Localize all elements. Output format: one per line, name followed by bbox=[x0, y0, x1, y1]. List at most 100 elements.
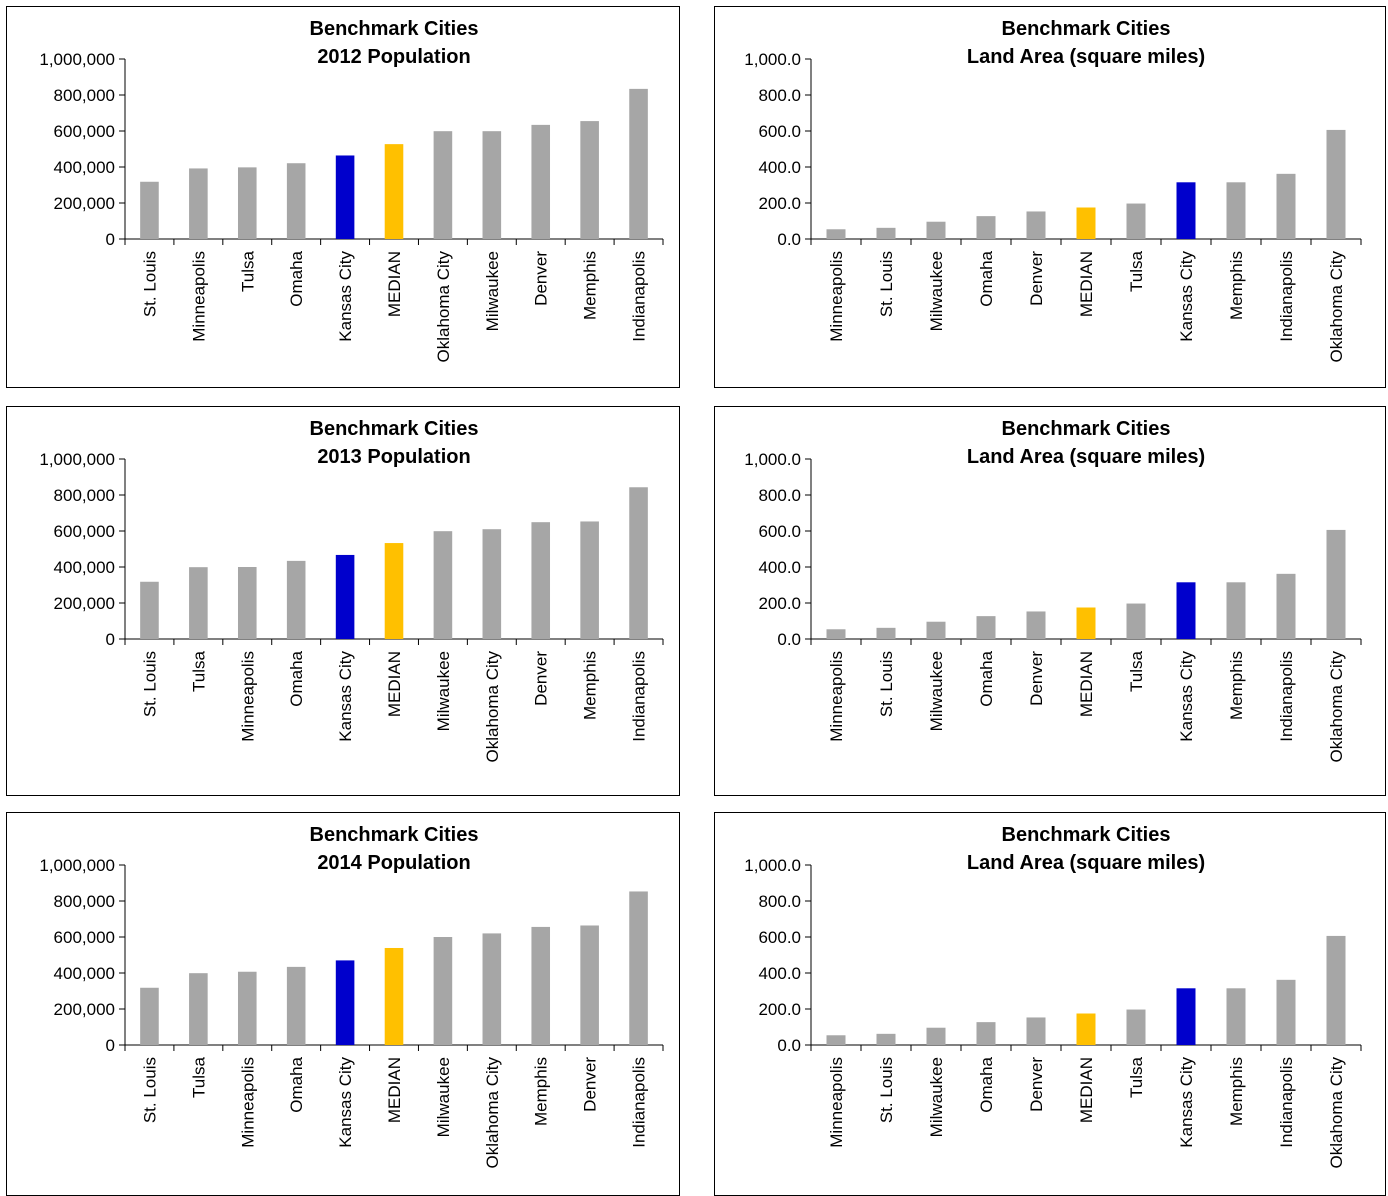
bar-minneapolis bbox=[826, 629, 846, 639]
y-tick-label: 600,000 bbox=[54, 522, 115, 541]
x-tick-label: Tulsa bbox=[189, 650, 208, 691]
y-tick-label: 200.0 bbox=[758, 594, 801, 613]
y-tick-label: 200,000 bbox=[54, 194, 115, 213]
x-tick-label: MEDIAN bbox=[1077, 1057, 1096, 1123]
x-tick-label: Oklahoma City bbox=[483, 1057, 502, 1169]
bar-st-louis bbox=[876, 627, 896, 639]
chart-svg: Benchmark Cities 2014 Population 0 200,000 4… bbox=[39, 824, 664, 1169]
chart-subtitle: 2012 Population bbox=[317, 46, 470, 68]
y-tick-label: 800.0 bbox=[758, 892, 801, 911]
bar-tulsa bbox=[1126, 603, 1146, 639]
bar-milwaukee bbox=[926, 221, 946, 239]
bar-st-louis bbox=[876, 227, 896, 239]
x-tick-label: Oklahoma City bbox=[483, 651, 502, 763]
y-tick-label: 0 bbox=[106, 230, 115, 249]
x-tick-label: Oklahoma City bbox=[434, 251, 453, 363]
bar-omaha bbox=[286, 966, 306, 1045]
land-area-chart-3: Benchmark Cities Land Area (square miles)… bbox=[714, 812, 1386, 1196]
bar-denver bbox=[531, 522, 551, 639]
land-area-chart-2: Benchmark Cities Land Area (square miles)… bbox=[714, 406, 1386, 796]
bar-omaha bbox=[286, 163, 306, 239]
chart-svg: Benchmark Cities Land Area (square miles)… bbox=[744, 418, 1362, 762]
x-tick-label: MEDIAN bbox=[385, 251, 404, 317]
x-tick-label: Tulsa bbox=[238, 250, 257, 291]
y-tick-label: 400.0 bbox=[758, 158, 801, 177]
x-tick-label: Milwaukee bbox=[927, 1057, 946, 1137]
x-tick-label: Indianapolis bbox=[630, 251, 649, 342]
x-tick-label: Minneapolis bbox=[238, 651, 257, 742]
bar-oklahoma-city bbox=[482, 529, 502, 639]
x-tick-label: Denver bbox=[581, 1057, 600, 1112]
bar-oklahoma-city bbox=[482, 933, 502, 1045]
y-tick-label: 1,000.0 bbox=[744, 450, 801, 469]
x-tick-label: MEDIAN bbox=[1077, 251, 1096, 317]
bar-denver bbox=[1026, 611, 1046, 639]
bar-milwaukee bbox=[433, 531, 453, 639]
x-tick-label: Kansas City bbox=[1177, 651, 1196, 742]
bar-indianapolis bbox=[1276, 979, 1296, 1045]
bar-oklahoma-city bbox=[433, 131, 453, 239]
y-tick-label: 0.0 bbox=[777, 230, 801, 249]
x-tick-label: Kansas City bbox=[336, 651, 355, 742]
y-tick-label: 1,000,000 bbox=[39, 856, 115, 875]
x-tick-label: Milwaukee bbox=[483, 251, 502, 331]
y-tick-label: 1,000.0 bbox=[744, 856, 801, 875]
y-tick-label: 200.0 bbox=[758, 194, 801, 213]
bar-oklahoma-city bbox=[1326, 129, 1346, 239]
x-tick-label: St. Louis bbox=[877, 1057, 896, 1123]
land-area-chart-1: Benchmark Cities Land Area (square miles)… bbox=[714, 6, 1386, 388]
bar-memphis bbox=[1226, 182, 1246, 239]
x-tick-label: Minneapolis bbox=[827, 251, 846, 342]
x-tick-label: St. Louis bbox=[140, 251, 159, 317]
x-tick-label: Indianapolis bbox=[1277, 1057, 1296, 1148]
bar-memphis bbox=[580, 121, 599, 239]
chart-subtitle: Land Area (square miles) bbox=[967, 852, 1205, 874]
y-tick-label: 800.0 bbox=[758, 486, 801, 505]
chart-svg: Benchmark Cities Land Area (square miles)… bbox=[744, 18, 1362, 363]
bar-omaha bbox=[286, 560, 306, 639]
y-tick-label: 600,000 bbox=[54, 928, 115, 947]
bar-minneapolis bbox=[826, 229, 846, 239]
x-tick-label: Memphis bbox=[1227, 1057, 1246, 1126]
y-tick-label: 0 bbox=[106, 1036, 115, 1055]
bar-milwaukee bbox=[926, 621, 946, 639]
chart-title: Benchmark Cities bbox=[310, 824, 479, 846]
x-tick-label: Oklahoma City bbox=[1327, 251, 1346, 363]
x-tick-label: Milwaukee bbox=[927, 651, 946, 731]
bar-indianapolis bbox=[629, 88, 648, 239]
chart-subtitle: 2014 Population bbox=[317, 852, 470, 874]
chart-svg: Benchmark Cities Land Area (square miles)… bbox=[744, 824, 1362, 1168]
bar-tulsa bbox=[189, 973, 208, 1045]
bar-median bbox=[1076, 1013, 1096, 1045]
bar-tulsa bbox=[189, 567, 208, 639]
bar-median bbox=[384, 144, 404, 239]
x-tick-label: Kansas City bbox=[336, 1057, 355, 1148]
y-tick-label: 0 bbox=[106, 630, 115, 649]
x-tick-label: Minneapolis bbox=[827, 1057, 846, 1148]
x-tick-label: Indianapolis bbox=[1277, 251, 1296, 342]
y-tick-label: 0.0 bbox=[777, 630, 801, 649]
y-tick-label: 200,000 bbox=[54, 594, 115, 613]
y-tick-label: 1,000,000 bbox=[39, 450, 115, 469]
bar-kansas-city bbox=[335, 554, 355, 639]
x-tick-label: Memphis bbox=[581, 651, 600, 720]
bar-minneapolis bbox=[237, 971, 257, 1045]
chart-subtitle: Land Area (square miles) bbox=[967, 446, 1205, 468]
y-tick-label: 600.0 bbox=[758, 522, 801, 541]
x-tick-label: Denver bbox=[1027, 651, 1046, 706]
x-tick-label: Kansas City bbox=[1177, 1057, 1196, 1148]
bar-milwaukee bbox=[482, 131, 502, 239]
bar-milwaukee bbox=[433, 937, 453, 1045]
bar-denver bbox=[1026, 1017, 1046, 1045]
bar-memphis bbox=[531, 926, 551, 1045]
bar-milwaukee bbox=[926, 1027, 946, 1045]
y-tick-label: 400,000 bbox=[54, 964, 115, 983]
x-tick-label: Omaha bbox=[977, 250, 996, 306]
bar-omaha bbox=[976, 616, 996, 639]
x-tick-label: Memphis bbox=[532, 1057, 551, 1126]
x-tick-label: Memphis bbox=[581, 251, 600, 320]
bar-indianapolis bbox=[1276, 173, 1296, 239]
y-tick-label: 600.0 bbox=[758, 928, 801, 947]
x-tick-label: Omaha bbox=[287, 1056, 306, 1112]
bar-kansas-city bbox=[1176, 988, 1196, 1045]
